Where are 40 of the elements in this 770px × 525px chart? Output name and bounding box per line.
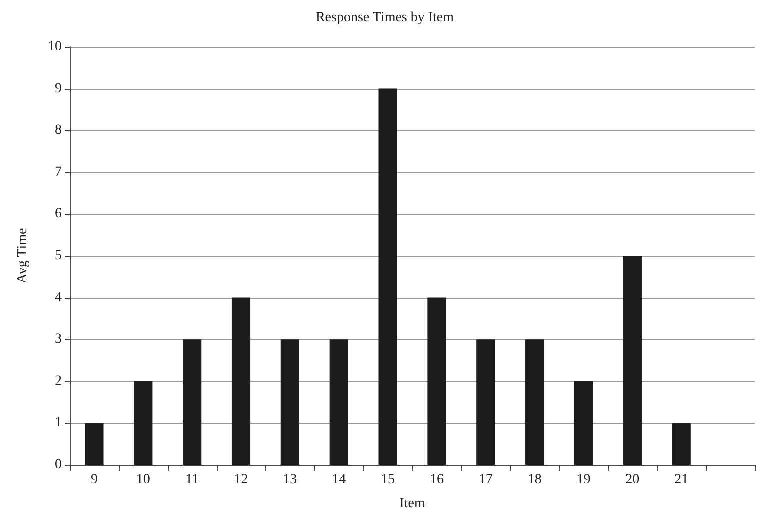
bar bbox=[378, 88, 398, 465]
x-tick-label: 18 bbox=[528, 472, 542, 488]
y-tick-label: 8 bbox=[55, 123, 62, 138]
y-tick-label: 6 bbox=[55, 206, 62, 222]
bar bbox=[85, 423, 104, 465]
x-tick-label: 15 bbox=[381, 472, 396, 488]
y-tick-label: 3 bbox=[55, 332, 62, 348]
bar bbox=[428, 298, 446, 465]
bar bbox=[134, 381, 153, 465]
y-tick-label: 10 bbox=[48, 40, 62, 54]
x-tick-label: 12 bbox=[234, 472, 248, 488]
bar bbox=[672, 423, 691, 465]
x-tick-label: 17 bbox=[478, 472, 493, 488]
x-tick-label: 10 bbox=[136, 472, 150, 488]
x-tick-label: 13 bbox=[283, 472, 298, 488]
bar bbox=[526, 340, 544, 465]
bar bbox=[280, 340, 300, 465]
x-tick-label: 14 bbox=[332, 472, 346, 488]
x-tick-label: 21 bbox=[674, 472, 689, 488]
y-tick-label: 2 bbox=[55, 374, 62, 389]
y-tick-label: 5 bbox=[55, 248, 62, 264]
bar bbox=[476, 340, 496, 465]
chart-title: Response Times by Item bbox=[316, 10, 454, 26]
y-tick-label: 9 bbox=[55, 81, 62, 96]
bar bbox=[623, 256, 642, 465]
y-tick-label: 0 bbox=[55, 458, 62, 472]
bar bbox=[183, 340, 202, 465]
x-tick-label: 11 bbox=[186, 472, 200, 488]
x-tick-label: 16 bbox=[430, 472, 444, 488]
y-tick-label: 7 bbox=[55, 164, 62, 180]
bar bbox=[574, 381, 594, 465]
x-tick-label: 9 bbox=[90, 472, 98, 488]
x-tick-label: 20 bbox=[626, 472, 640, 488]
x-tick-label: 19 bbox=[576, 472, 591, 488]
y-tick-label: 1 bbox=[55, 416, 62, 431]
x-axis-title: Item bbox=[400, 496, 426, 512]
y-axis-title: Avg Time bbox=[16, 228, 30, 284]
bar bbox=[232, 298, 251, 465]
bar bbox=[330, 340, 348, 465]
y-tick-label: 4 bbox=[55, 290, 62, 306]
